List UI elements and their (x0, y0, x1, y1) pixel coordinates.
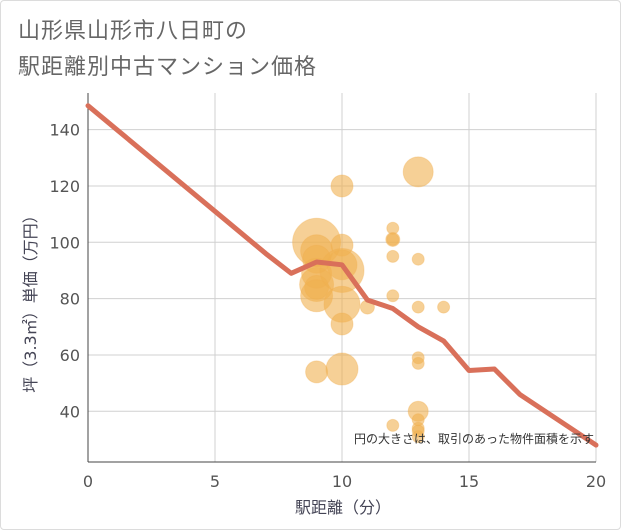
bubble-point (386, 232, 400, 246)
title-line-1: 山形県山形市八日町の (18, 19, 249, 44)
y-tick-label: 80 (60, 290, 80, 309)
bubble-point (411, 252, 425, 266)
x-tick-label: 0 (83, 472, 93, 491)
chart-note: 円の大きさは、取引のあった物件面積を示す (354, 431, 594, 446)
bubble-point (411, 300, 425, 314)
bubble-point (330, 174, 354, 198)
x-tick-label: 10 (332, 472, 352, 491)
title-line-2: 駅距離別中古マンション価格 (18, 55, 318, 80)
bubble-point (402, 156, 434, 188)
trend-line (85, 103, 599, 448)
bubble-point (411, 430, 425, 444)
x-tick-label: 15 (459, 472, 479, 491)
y-axis-label: 坪（3.3㎡）単価（万円） (21, 207, 40, 392)
y-tick-label: 40 (60, 402, 80, 421)
y-tick-label: 60 (60, 346, 80, 365)
trend-series (85, 103, 599, 448)
bubble-point (411, 356, 425, 370)
bubble-point (386, 249, 400, 263)
x-axis-label: 駅距離（分） (295, 498, 391, 517)
bubble-point (305, 360, 329, 384)
y-tick-label: 100 (49, 233, 80, 252)
x-tick-label: 20 (586, 472, 606, 491)
bubble-point (386, 289, 400, 303)
y-tick-label: 140 (49, 121, 80, 140)
chart-title: 山形県山形市八日町の 駅距離別中古マンション価格 (18, 14, 317, 86)
x-tick-label: 5 (210, 472, 220, 491)
bubble-point (330, 312, 354, 336)
tick-labels: 0 5 10 15 20 40 60 80 100 120 140 (49, 121, 606, 491)
bubble-point (386, 418, 400, 432)
y-tick-label: 120 (49, 177, 80, 196)
bubble-point (437, 300, 451, 314)
bubble-point (325, 352, 359, 386)
bubble-series (292, 156, 451, 444)
grid-lines (88, 93, 597, 462)
axes (87, 93, 596, 463)
